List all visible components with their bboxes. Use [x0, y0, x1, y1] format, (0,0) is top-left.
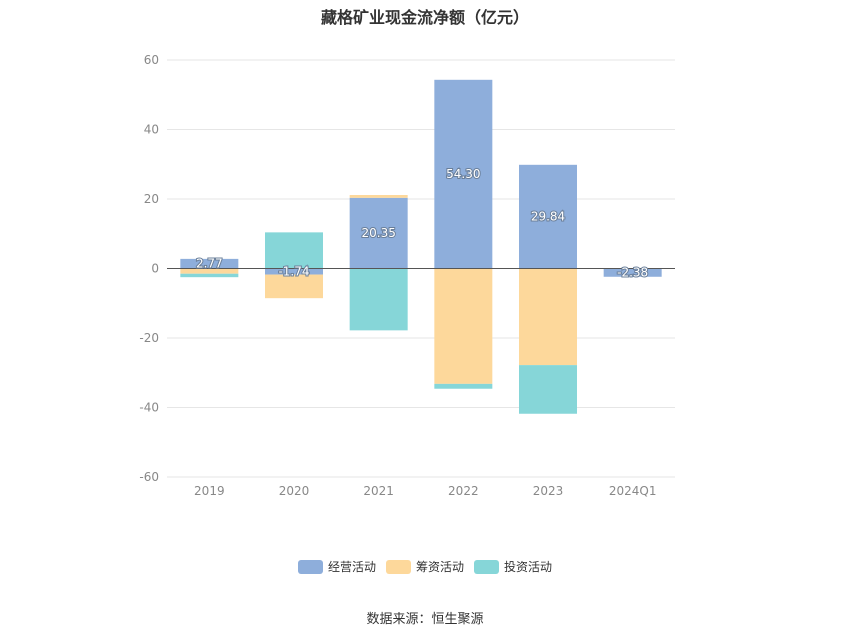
chart-title: 藏格矿业现金流净额（亿元） — [320, 8, 529, 27]
bar-segment — [434, 268, 493, 384]
data-label: -2.38 — [617, 266, 648, 280]
bar-segment — [519, 268, 577, 366]
data-label: 20.35 — [361, 226, 395, 240]
legend-swatch — [297, 559, 323, 574]
y-tick-label: 60 — [144, 53, 159, 67]
bar-segment — [349, 268, 408, 331]
bar-segment — [180, 258, 239, 269]
bar-segment — [434, 79, 493, 269]
y-tick-label: 20 — [144, 192, 159, 206]
x-tick-label: 2022 — [448, 484, 479, 498]
y-tick-label: 0 — [151, 262, 159, 276]
x-tick-label: 2024Q1 — [609, 484, 657, 498]
y-tick-label: -20 — [139, 331, 159, 345]
legend-label: 投资活动 — [504, 560, 553, 574]
bar-segment — [519, 164, 577, 269]
y-tick-label: -40 — [139, 401, 159, 415]
y-tick-label: 40 — [144, 123, 159, 137]
data-label: -1.74 — [278, 265, 309, 279]
legend-item[interactable]: 经营活动 — [297, 558, 376, 575]
bar-segment — [434, 383, 493, 389]
bar-segment — [349, 197, 408, 269]
legend-label: 经营活动 — [327, 560, 376, 574]
legend-item[interactable]: 筹资活动 — [385, 558, 464, 575]
legend-item[interactable]: 投资活动 — [474, 558, 552, 575]
bar-segment — [180, 273, 239, 278]
data-source: 数据来源：恒生聚源 — [366, 612, 484, 627]
legend-swatch — [474, 559, 499, 574]
x-tick-label: 2020 — [279, 484, 310, 498]
bar-segment — [519, 365, 577, 414]
bar-segment — [265, 274, 323, 299]
legend-swatch — [385, 559, 411, 574]
x-tick-label: 2023 — [533, 484, 564, 498]
data-label: 29.84 — [531, 210, 565, 224]
chart-legend: 经营活动 筹资活动 投资活动 — [0, 558, 850, 575]
bar-segment — [349, 195, 408, 198]
bar-segment — [265, 232, 323, 269]
data-label: 2.77 — [196, 257, 223, 271]
chart-plot: 60 40 20 0 -20 -40 -60 2.77 -1.74 20.35 54.30 29.84… — [139, 53, 675, 498]
bar-segment — [603, 268, 662, 277]
data-label: 54.30 — [446, 167, 480, 181]
legend-label: 筹资活动 — [415, 560, 464, 574]
y-tick-label: -60 — [139, 470, 159, 484]
x-tick-label: 2019 — [194, 484, 225, 498]
bar-segment — [265, 268, 323, 275]
bar-segment — [180, 268, 239, 274]
x-tick-label: 2021 — [363, 484, 394, 498]
